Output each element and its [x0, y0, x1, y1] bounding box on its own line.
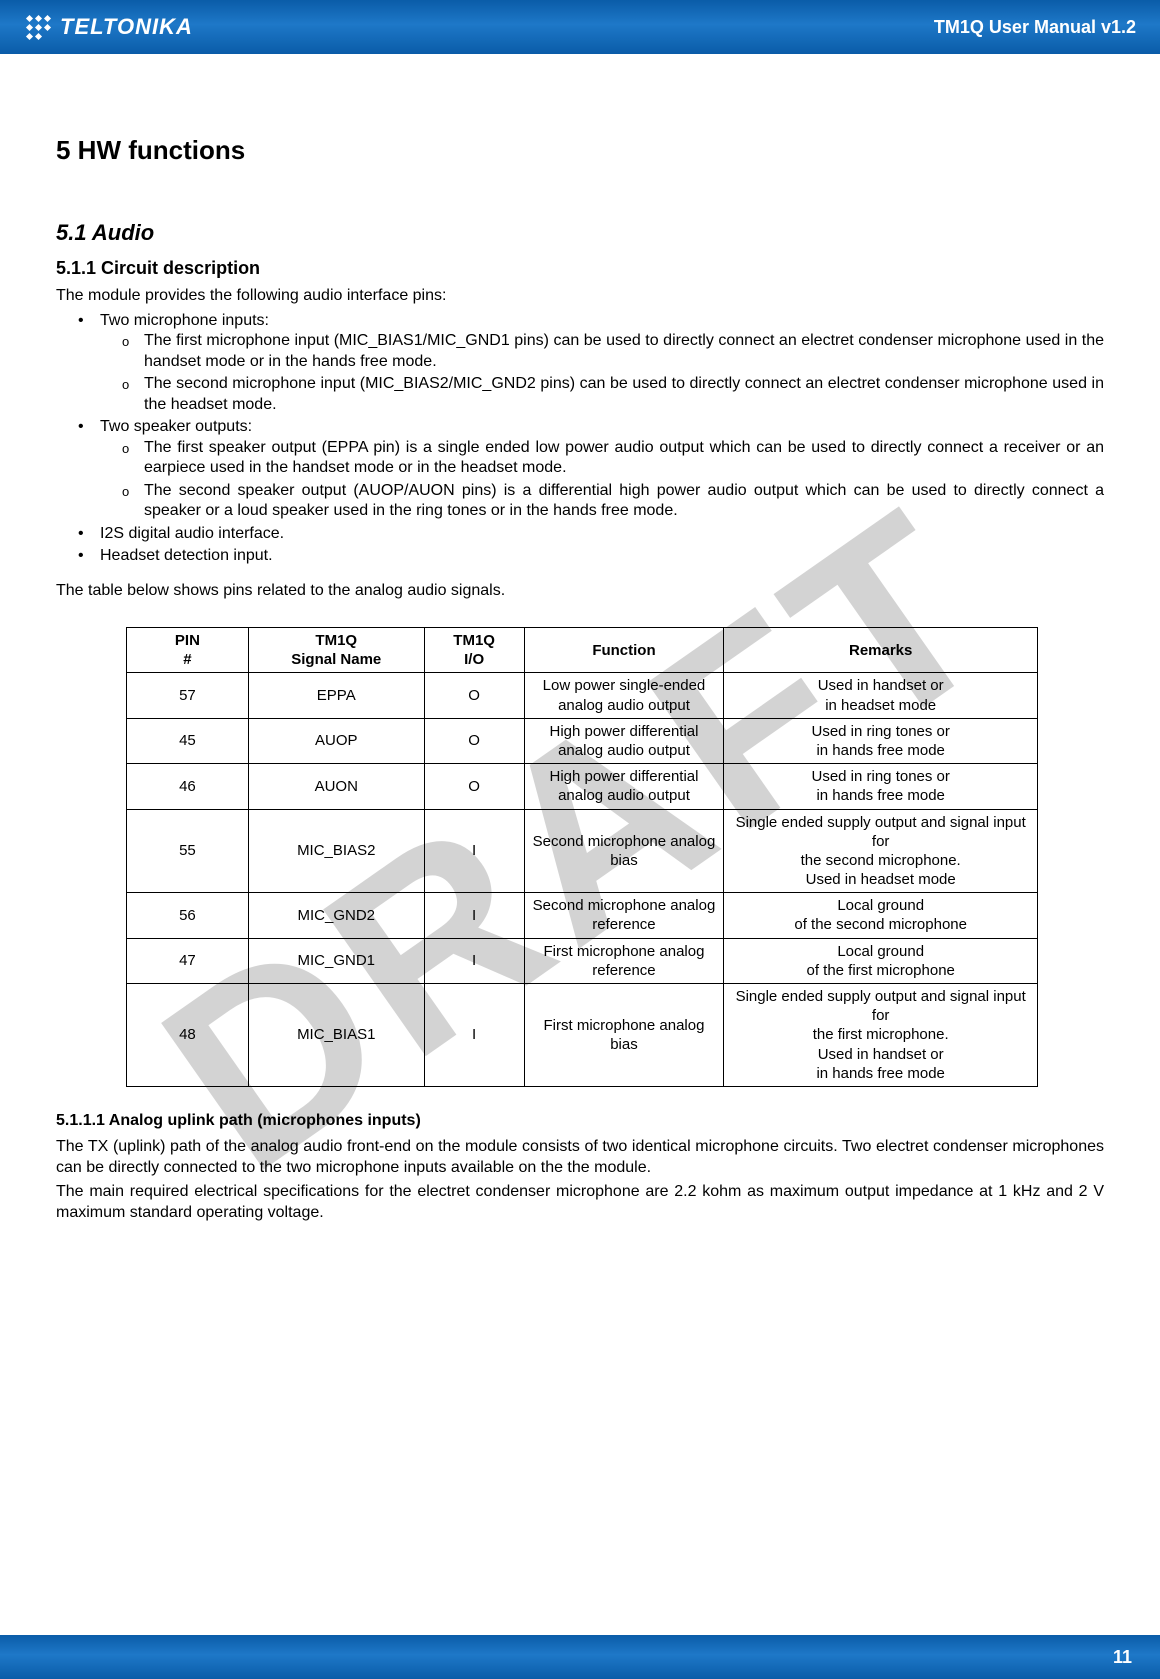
- table-cell-rem: Used in handset orin headset mode: [724, 673, 1038, 718]
- table-row: 57EPPAOLow power single-ended analog aud…: [127, 673, 1038, 718]
- brand-logo: TELTONIKA: [24, 13, 193, 41]
- table-cell-pin: 57: [127, 673, 249, 718]
- table-cell-rem: Single ended supply output and signal in…: [724, 809, 1038, 893]
- heading-3: 5.1.1 Circuit description: [56, 257, 1104, 280]
- brand-icon: [24, 13, 52, 41]
- bullet-text: Two speaker outputs:: [100, 418, 252, 435]
- header-bar: TELTONIKA TM1Q User Manual v1.2: [0, 0, 1160, 54]
- th-rem: Remarks: [724, 628, 1038, 673]
- list-item: Headset detection input.: [100, 546, 1104, 566]
- sub-item: The first microphone input (MIC_BIAS1/MI…: [144, 331, 1104, 372]
- table-cell-io: O: [424, 764, 524, 809]
- table-cell-pin: 46: [127, 764, 249, 809]
- bullet-list: Two microphone inputs: The first microph…: [56, 311, 1104, 567]
- table-cell-func: First microphone analog bias: [524, 984, 724, 1087]
- table-cell-rem: Local groundof the first microphone: [724, 938, 1038, 983]
- table-intro: The table below shows pins related to th…: [56, 581, 1104, 601]
- table-cell-name: MIC_BIAS1: [248, 984, 424, 1087]
- list-item: Two speaker outputs: The first speaker o…: [100, 417, 1104, 521]
- table-cell-pin: 47: [127, 938, 249, 983]
- th-name: TM1QSignal Name: [248, 628, 424, 673]
- sub-item: The second speaker output (AUOP/AUON pin…: [144, 481, 1104, 522]
- table-cell-name: MIC_GND1: [248, 938, 424, 983]
- sub-list: The first speaker output (EPPA pin) is a…: [100, 438, 1104, 522]
- page-number: 11: [1113, 1647, 1132, 1668]
- body-para: The TX (uplink) path of the analog audio…: [56, 1137, 1104, 1178]
- table-cell-name: EPPA: [248, 673, 424, 718]
- table-cell-rem: Used in ring tones orin hands free mode: [724, 764, 1038, 809]
- page-content: 5 HW functions 5.1 Audio 5.1.1 Circuit d…: [0, 54, 1160, 1223]
- table-cell-pin: 56: [127, 893, 249, 938]
- table-cell-rem: Single ended supply output and signal in…: [724, 984, 1038, 1087]
- th-pin: PIN#: [127, 628, 249, 673]
- sub-item: The second microphone input (MIC_BIAS2/M…: [144, 374, 1104, 415]
- table-cell-func: High power differential analog audio out…: [524, 718, 724, 763]
- table-cell-io: I: [424, 809, 524, 893]
- table-header-row: PIN# TM1QSignal Name TM1QI/O Function Re…: [127, 628, 1038, 673]
- table-cell-io: I: [424, 893, 524, 938]
- table-cell-pin: 55: [127, 809, 249, 893]
- table-cell-func: Second microphone analog reference: [524, 893, 724, 938]
- pin-table-wrap: PIN# TM1QSignal Name TM1QI/O Function Re…: [126, 627, 1038, 1087]
- brand-text: TELTONIKA: [60, 14, 193, 40]
- table-cell-rem: Used in ring tones orin hands free mode: [724, 718, 1038, 763]
- table-cell-func: Low power single-ended analog audio outp…: [524, 673, 724, 718]
- table-cell-io: O: [424, 718, 524, 763]
- sub-item: The first speaker output (EPPA pin) is a…: [144, 438, 1104, 479]
- list-item: I2S digital audio interface.: [100, 524, 1104, 544]
- table-cell-func: Second microphone analog bias: [524, 809, 724, 893]
- table-cell-name: MIC_BIAS2: [248, 809, 424, 893]
- heading-4: 5.1.1.1 Analog uplink path (microphones …: [56, 1111, 1104, 1131]
- table-cell-rem: Local groundof the second microphone: [724, 893, 1038, 938]
- heading-1: 5 HW functions: [56, 134, 1104, 167]
- table-cell-pin: 48: [127, 984, 249, 1087]
- pin-table: PIN# TM1QSignal Name TM1QI/O Function Re…: [126, 627, 1038, 1087]
- table-cell-pin: 45: [127, 718, 249, 763]
- th-io: TM1QI/O: [424, 628, 524, 673]
- table-row: 46AUONOHigh power differential analog au…: [127, 764, 1038, 809]
- table-cell-name: AUON: [248, 764, 424, 809]
- bullet-text: Two microphone inputs:: [100, 312, 269, 329]
- table-row: 55MIC_BIAS2ISecond microphone analog bia…: [127, 809, 1038, 893]
- heading-2: 5.1 Audio: [56, 219, 1104, 247]
- table-cell-io: I: [424, 938, 524, 983]
- table-row: 45AUOPOHigh power differential analog au…: [127, 718, 1038, 763]
- intro-para: The module provides the following audio …: [56, 286, 1104, 306]
- th-func: Function: [524, 628, 724, 673]
- table-cell-io: I: [424, 984, 524, 1087]
- table-cell-name: AUOP: [248, 718, 424, 763]
- footer-bar: 11: [0, 1635, 1160, 1679]
- table-cell-func: First microphone analog reference: [524, 938, 724, 983]
- table-cell-io: O: [424, 673, 524, 718]
- table-row: 48MIC_BIAS1IFirst microphone analog bias…: [127, 984, 1038, 1087]
- doc-title: TM1Q User Manual v1.2: [934, 17, 1136, 38]
- table-row: 56MIC_GND2ISecond microphone analog refe…: [127, 893, 1038, 938]
- table-row: 47MIC_GND1IFirst microphone analog refer…: [127, 938, 1038, 983]
- sub-list: The first microphone input (MIC_BIAS1/MI…: [100, 331, 1104, 415]
- table-cell-func: High power differential analog audio out…: [524, 764, 724, 809]
- list-item: Two microphone inputs: The first microph…: [100, 311, 1104, 415]
- table-cell-name: MIC_GND2: [248, 893, 424, 938]
- body-para: The main required electrical specificati…: [56, 1182, 1104, 1223]
